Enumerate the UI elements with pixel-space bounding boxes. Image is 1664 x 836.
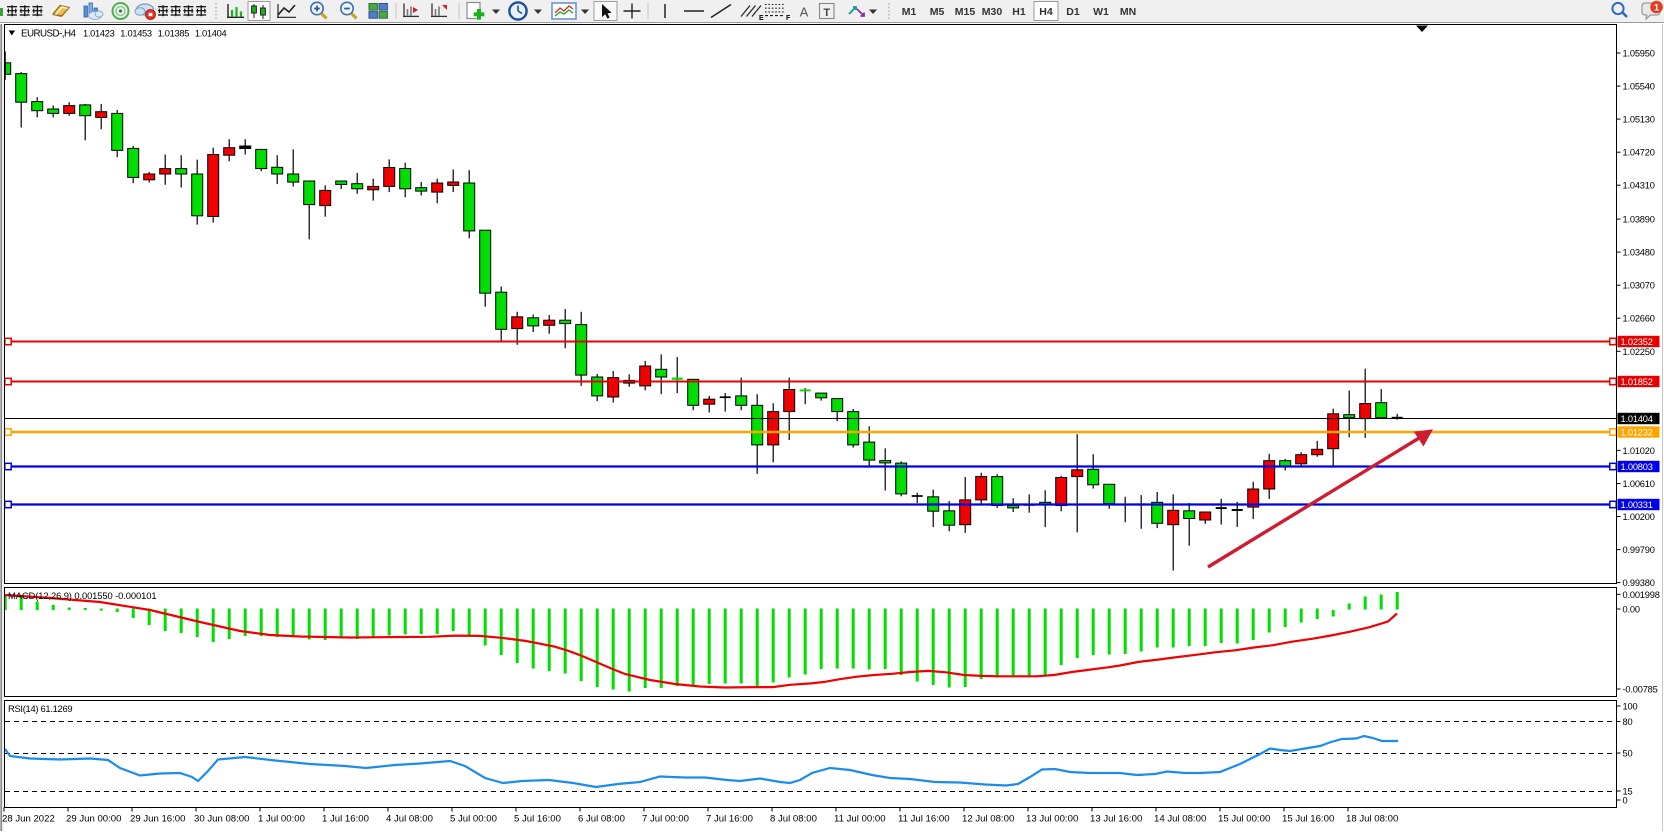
- svg-text:7 Jul 00:00: 7 Jul 00:00: [642, 814, 689, 825]
- svg-text:18 Jul 08:00: 18 Jul 08:00: [1346, 814, 1398, 825]
- svg-text:EURUSD-,H4: EURUSD-,H4: [21, 29, 76, 40]
- svg-text:29 Jun 00:00: 29 Jun 00:00: [66, 814, 121, 825]
- svg-text:0.99790: 0.99790: [1623, 545, 1655, 555]
- svg-text:H4: H4: [1039, 6, 1053, 18]
- svg-text:0.00: 0.00: [1623, 605, 1640, 615]
- svg-text:28 Jun 2022: 28 Jun 2022: [2, 814, 55, 825]
- svg-text:5 Jul 00:00: 5 Jul 00:00: [450, 814, 497, 825]
- svg-text:1.00200: 1.00200: [1623, 512, 1655, 522]
- svg-text:M1: M1: [902, 6, 917, 18]
- svg-text:1.01020: 1.01020: [1623, 446, 1655, 456]
- svg-text:1.00610: 1.00610: [1623, 479, 1655, 489]
- svg-text:RSI(14) 61.1269: RSI(14) 61.1269: [8, 703, 72, 714]
- svg-text:M15: M15: [955, 6, 976, 18]
- svg-text:H1: H1: [1012, 6, 1026, 18]
- svg-text:1 Jul 00:00: 1 Jul 00:00: [258, 814, 305, 825]
- svg-text:1.01404: 1.01404: [195, 29, 227, 39]
- svg-text:14 Jul 08:00: 14 Jul 08:00: [1154, 814, 1206, 825]
- svg-text:1.01423: 1.01423: [83, 29, 115, 39]
- svg-text:0: 0: [1623, 796, 1628, 806]
- svg-text:6 Jul 08:00: 6 Jul 08:00: [578, 814, 625, 825]
- svg-text:M30: M30: [982, 6, 1003, 18]
- svg-text:15 Jul 00:00: 15 Jul 00:00: [1218, 814, 1270, 825]
- svg-text:1.00331: 1.00331: [1621, 500, 1653, 510]
- svg-text:F: F: [786, 15, 791, 22]
- svg-text:-0.00785: -0.00785: [1623, 685, 1658, 695]
- svg-text:1.01232: 1.01232: [1621, 428, 1653, 438]
- svg-text:50: 50: [1623, 749, 1633, 759]
- svg-text:1.01453: 1.01453: [120, 29, 152, 39]
- svg-text:1.02352: 1.02352: [1621, 337, 1653, 347]
- svg-text:D1: D1: [1066, 6, 1080, 18]
- svg-text:1.05950: 1.05950: [1623, 49, 1655, 59]
- svg-text:4 Jul 08:00: 4 Jul 08:00: [386, 814, 433, 825]
- svg-text:29 Jun 16:00: 29 Jun 16:00: [130, 814, 185, 825]
- svg-text:1.05130: 1.05130: [1623, 115, 1655, 125]
- svg-text:M5: M5: [930, 6, 945, 18]
- svg-text:E: E: [759, 15, 764, 22]
- svg-text:11 Jul 00:00: 11 Jul 00:00: [834, 814, 886, 825]
- svg-text:15: 15: [1623, 787, 1633, 797]
- svg-text:1.02250: 1.02250: [1623, 347, 1655, 357]
- svg-text:13 Jul 00:00: 13 Jul 00:00: [1026, 814, 1078, 825]
- svg-text:80: 80: [1623, 717, 1633, 727]
- svg-text:7 Jul 16:00: 7 Jul 16:00: [706, 814, 753, 825]
- svg-text:A: A: [800, 5, 809, 20]
- svg-text:1.03480: 1.03480: [1623, 248, 1655, 258]
- svg-text:8 Jul 08:00: 8 Jul 08:00: [770, 814, 817, 825]
- svg-text:5 Jul 16:00: 5 Jul 16:00: [514, 814, 561, 825]
- svg-text:30 Jun 08:00: 30 Jun 08:00: [194, 814, 249, 825]
- svg-text:100: 100: [1623, 702, 1638, 712]
- svg-text:0.99380: 0.99380: [1623, 578, 1655, 588]
- svg-text:1.05540: 1.05540: [1623, 82, 1655, 92]
- svg-text:W1: W1: [1093, 6, 1109, 18]
- svg-text:1.03070: 1.03070: [1623, 281, 1655, 291]
- svg-text:1.01852: 1.01852: [1621, 377, 1653, 387]
- svg-text:1 Jul 16:00: 1 Jul 16:00: [322, 814, 369, 825]
- svg-text:1.02660: 1.02660: [1623, 314, 1655, 324]
- svg-text:1.01385: 1.01385: [158, 29, 190, 39]
- svg-text:13 Jul 16:00: 13 Jul 16:00: [1090, 814, 1142, 825]
- svg-text:1.04720: 1.04720: [1623, 148, 1655, 158]
- svg-text:1.00803: 1.00803: [1621, 462, 1653, 472]
- svg-text:1.03890: 1.03890: [1623, 215, 1655, 225]
- svg-text:0.001998: 0.001998: [1623, 590, 1660, 600]
- svg-text:11 Jul 16:00: 11 Jul 16:00: [898, 814, 950, 825]
- svg-text:MACD(12,26,9) 0.001550 -0.0001: MACD(12,26,9) 0.001550 -0.000101: [8, 590, 156, 601]
- svg-text:1.04310: 1.04310: [1623, 181, 1655, 191]
- svg-text:MN: MN: [1120, 6, 1136, 18]
- svg-text:1.01404: 1.01404: [1621, 414, 1653, 424]
- svg-text:12 Jul 08:00: 12 Jul 08:00: [962, 814, 1014, 825]
- svg-text:15 Jul 16:00: 15 Jul 16:00: [1282, 814, 1334, 825]
- svg-text:T: T: [823, 7, 830, 19]
- svg-text:1: 1: [1654, 3, 1660, 14]
